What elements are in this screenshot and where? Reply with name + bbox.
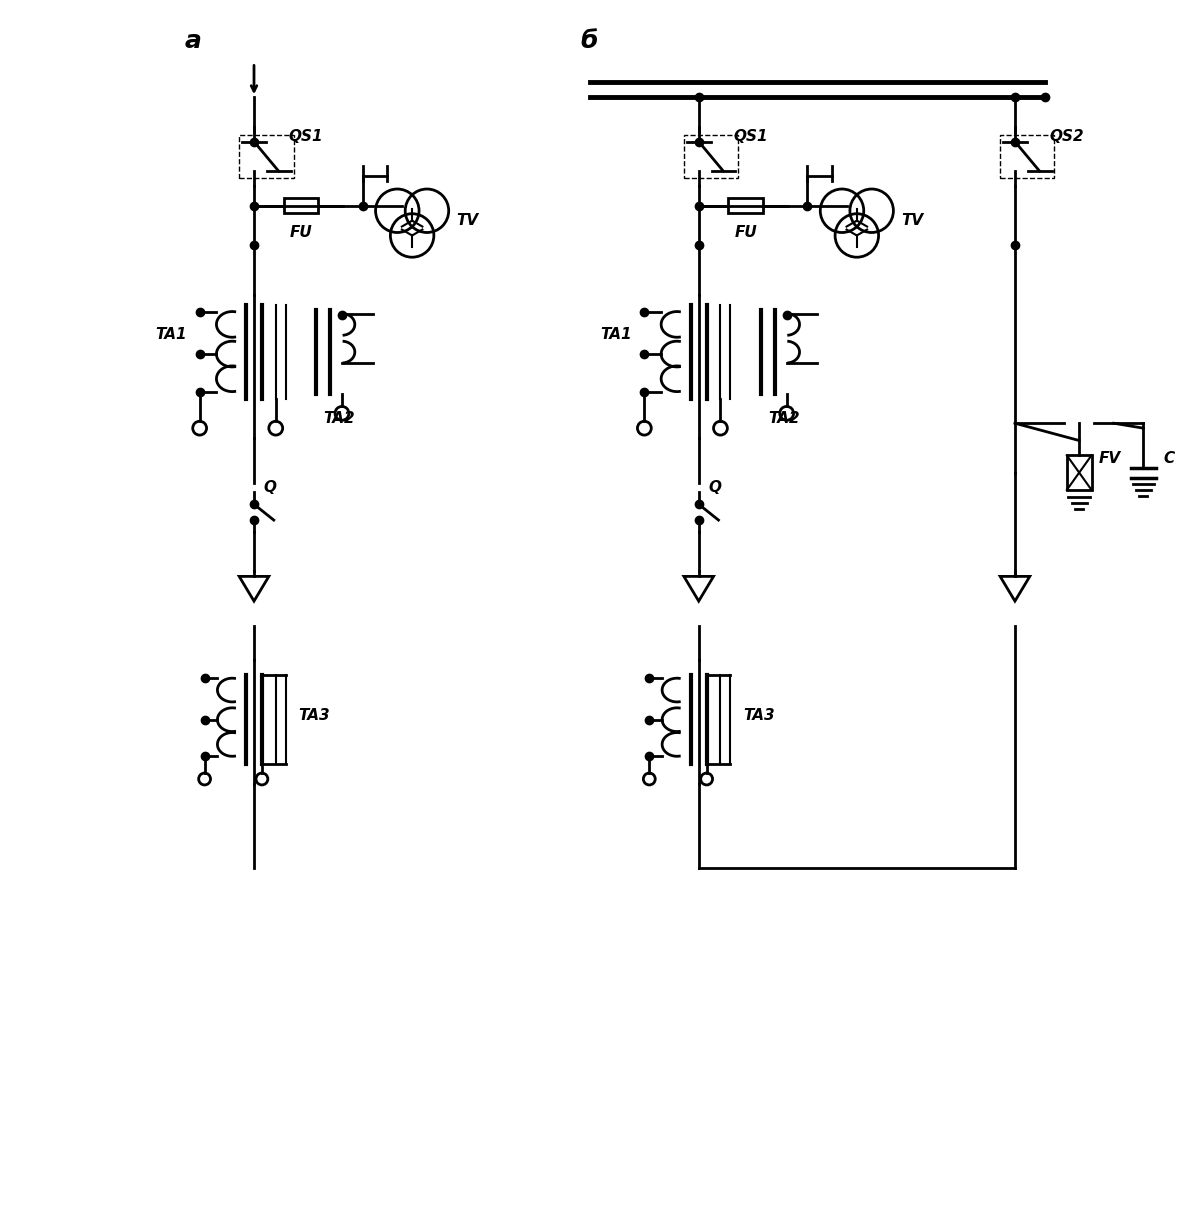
Text: C: C — [1163, 451, 1174, 465]
Text: б: б — [580, 29, 598, 53]
Text: TA3: TA3 — [299, 708, 331, 723]
Text: FV: FV — [1100, 451, 1121, 465]
Text: TA2: TA2 — [324, 411, 354, 426]
Bar — [240, 134, 294, 178]
Text: TA3: TA3 — [743, 708, 775, 723]
Bar — [1000, 134, 1055, 178]
Text: Q: Q — [709, 480, 722, 495]
Text: a: a — [185, 29, 202, 53]
Text: TA1: TA1 — [155, 327, 187, 342]
Bar — [729, 198, 763, 214]
Text: TA2: TA2 — [768, 411, 800, 426]
Text: TV: TV — [901, 214, 924, 228]
Text: QS1: QS1 — [288, 129, 324, 144]
Text: QS2: QS2 — [1050, 129, 1084, 144]
Text: QS1: QS1 — [733, 129, 768, 144]
Bar — [1066, 455, 1091, 490]
Text: Q: Q — [263, 480, 276, 495]
Text: FU: FU — [735, 225, 757, 241]
Text: FU: FU — [289, 225, 312, 241]
Text: TV: TV — [457, 214, 478, 228]
Text: TA1: TA1 — [600, 327, 632, 342]
Bar — [283, 198, 318, 214]
Bar — [684, 134, 738, 178]
